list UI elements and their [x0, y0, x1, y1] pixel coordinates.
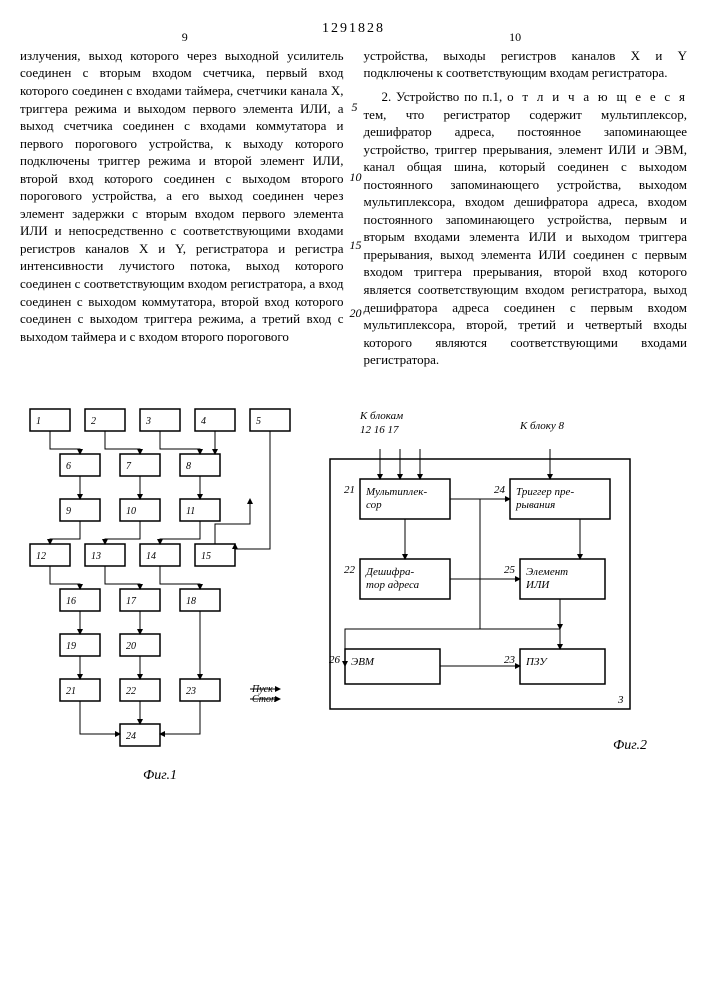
svg-text:10: 10	[126, 506, 136, 517]
left-column-text: излучения, выход которого через выходной…	[20, 48, 344, 344]
svg-text:8: 8	[186, 461, 191, 472]
svg-text:ПЗУ: ПЗУ	[525, 656, 548, 668]
text-columns: 9 излучения, выход которого через выходн…	[20, 47, 687, 369]
fig2-caption: Фиг.2	[320, 737, 687, 756]
svg-text:26: 26	[329, 654, 341, 666]
right-column: 10 5 10 15 20 устройства, выходы регистр…	[364, 47, 688, 369]
svg-text:20: 20	[126, 641, 136, 652]
svg-text:22: 22	[344, 564, 356, 576]
line-num-5: 5	[352, 99, 358, 115]
right-p1: устройства, выходы регистров каналов X и…	[364, 47, 688, 82]
svg-text:16: 16	[66, 596, 76, 607]
line-num-10: 10	[350, 169, 362, 185]
svg-text:21: 21	[344, 484, 355, 496]
fig1-svg: 123456789101112131415161718192021222324П…	[20, 399, 300, 759]
col-num-right: 10	[509, 29, 521, 45]
line-num-15: 15	[350, 237, 362, 253]
figure-1: 123456789101112131415161718192021222324П…	[20, 399, 300, 786]
page-number: 1291828	[20, 20, 687, 39]
svg-text:18: 18	[186, 596, 196, 607]
svg-text:Стоп: Стоп	[252, 694, 276, 705]
fig2-svg: 3К блокам12 16 17К блоку 821Мультиплек-с…	[320, 399, 650, 729]
svg-text:ЭВМ: ЭВМ	[351, 656, 375, 668]
figures-row: 123456789101112131415161718192021222324П…	[20, 399, 687, 786]
right-p2: 2. Устройство по п.1, о т л и ч а ю щ е …	[364, 88, 688, 369]
svg-text:17: 17	[126, 596, 137, 607]
svg-text:24: 24	[494, 484, 506, 496]
svg-text:14: 14	[146, 551, 156, 562]
svg-text:3: 3	[617, 694, 624, 706]
p2-spaced: о т л и ч а ю щ е е с я	[507, 89, 687, 104]
svg-text:К блокам12 16 17: К блокам12 16 17	[359, 410, 403, 436]
svg-text:15: 15	[201, 551, 211, 562]
svg-text:3: 3	[145, 416, 151, 427]
svg-text:23: 23	[504, 654, 516, 666]
p2-rest: тем, что регистратор содержит мультиплек…	[364, 107, 688, 368]
svg-text:22: 22	[126, 686, 136, 697]
svg-text:11: 11	[186, 506, 195, 517]
fig1-caption: Фиг.1	[20, 767, 300, 786]
svg-text:4: 4	[201, 416, 206, 427]
svg-text:К блоку 8: К блоку 8	[519, 420, 565, 432]
svg-text:9: 9	[66, 506, 71, 517]
svg-text:21: 21	[66, 686, 76, 697]
left-column: 9 излучения, выход которого через выходн…	[20, 47, 344, 369]
p2-lead: 2. Устройство по п.1,	[382, 89, 508, 104]
svg-text:23: 23	[186, 686, 196, 697]
svg-text:Дешифра-тор адреса: Дешифра-тор адреса	[365, 566, 420, 591]
line-num-20: 20	[350, 305, 362, 321]
svg-text:13: 13	[91, 551, 101, 562]
svg-text:12: 12	[36, 551, 46, 562]
svg-text:1: 1	[36, 416, 41, 427]
col-num-left: 9	[182, 29, 188, 45]
figure-2: 3К блокам12 16 17К блоку 821Мультиплек-с…	[320, 399, 687, 756]
svg-text:24: 24	[126, 731, 136, 742]
svg-text:5: 5	[256, 416, 261, 427]
svg-text:19: 19	[66, 641, 76, 652]
svg-text:6: 6	[66, 461, 71, 472]
svg-text:2: 2	[91, 416, 96, 427]
svg-text:25: 25	[504, 564, 516, 576]
